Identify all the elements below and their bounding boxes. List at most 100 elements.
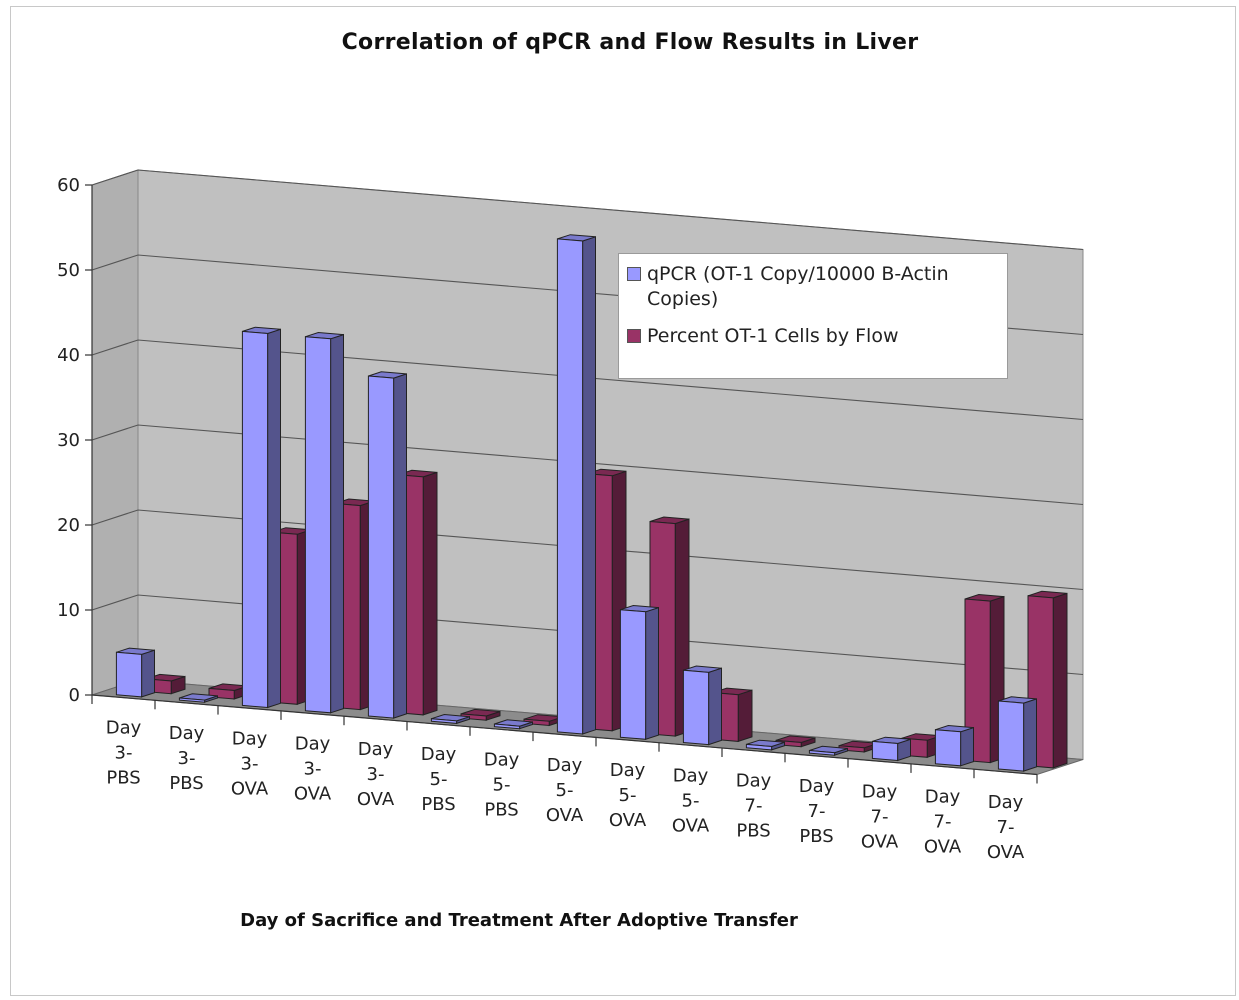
x-tick-label-line: PBS	[106, 768, 140, 789]
y-axis: 0 10 20 30 40 50 60	[57, 175, 93, 706]
bar-qpcr-front	[430, 718, 458, 724]
x-tick-label-line: 5-	[682, 790, 700, 811]
y-tick-label: 60	[57, 175, 80, 196]
x-tick-label-line: 7-	[997, 817, 1015, 838]
x-tick-label-line: OVA	[987, 842, 1025, 863]
x-tick-label-line: PBS	[736, 821, 770, 842]
x-tick-label-line: OVA	[231, 778, 269, 799]
x-tick-label-line: 3-	[178, 748, 196, 769]
y-tick-label: 30	[57, 430, 80, 451]
bar-flow	[460, 708, 501, 721]
x-tick-label-line: OVA	[924, 837, 962, 858]
y-tick-label: 10	[57, 600, 80, 621]
x-tick-label: Day 3- PBS	[106, 718, 142, 789]
bar-qpcr-side	[960, 726, 974, 767]
bar-qpcr	[493, 719, 533, 730]
x-tick-label: Day 5- OVA	[609, 760, 647, 831]
bar-qpcr	[304, 331, 344, 714]
x-axis-title: Day of Sacrifice and Treatment After Ado…	[240, 910, 798, 931]
bar-qpcr	[556, 234, 596, 735]
x-tick-label-line: Day	[169, 723, 205, 744]
bar-qpcr	[367, 371, 407, 719]
gridline	[91, 594, 1084, 676]
y-tick-label: 0	[69, 685, 80, 706]
bar-qpcr-front	[493, 723, 521, 730]
bar-qpcr-side	[1023, 698, 1037, 772]
bar-qpcr-front	[178, 697, 206, 703]
bar-qpcr	[745, 739, 785, 751]
x-tick-label-line: 7-	[871, 806, 889, 827]
gridline	[91, 424, 1084, 506]
bar-qpcr-front	[934, 729, 962, 767]
x-tick-label-line: 7-	[808, 801, 826, 822]
x-tick-label-line: 3-	[241, 753, 259, 774]
bar-qpcr	[997, 696, 1037, 772]
x-tick-label-line: Day	[736, 771, 772, 792]
x-tick-label: Day 3- OVA	[294, 734, 332, 805]
x-tick-label-line: 3-	[367, 764, 385, 785]
bar-qpcr-side	[141, 649, 155, 698]
x-tick-label-line: 5-	[619, 785, 637, 806]
x-tick-label: Day 3- OVA	[231, 728, 269, 799]
x-tick-label: Day 7- OVA	[861, 781, 899, 852]
x-tick-label-line: OVA	[294, 784, 332, 805]
x-tick-label-line: Day	[799, 776, 835, 797]
x-tick-label-line: Day	[295, 734, 331, 755]
x-tick-label-line: PBS	[169, 773, 203, 794]
x-tick-label-line: Day	[673, 765, 709, 786]
bar-flow-side	[422, 471, 438, 716]
bar-qpcr-side	[582, 236, 596, 735]
x-tick-label-line: Day	[862, 781, 898, 802]
x-tick-label-line: 5-	[493, 774, 511, 795]
x-tick-label-line: Day	[358, 739, 394, 760]
legend-item-qpcr: qPCR (OT-1 Copy/10000 B-Actin Copies)	[627, 262, 997, 312]
legend-label-qpcr: qPCR (OT-1 Copy/10000 B-Actin Copies)	[647, 263, 949, 310]
x-tick-label-line: Day	[610, 760, 646, 781]
bar-qpcr	[808, 745, 848, 756]
bar-qpcr-front	[997, 700, 1025, 772]
x-axis: Day 3- PBS Day 3- PBS Day 3- OVA Day 3- OVA Day 3- OVA…	[91, 694, 1038, 863]
legend-swatch-flow	[627, 329, 641, 343]
x-tick-label: Day 7- PBS	[736, 771, 772, 842]
x-tick-label-line: Day	[925, 787, 961, 808]
legend: qPCR (OT-1 Copy/10000 B-Actin Copies) Pe…	[618, 253, 1008, 379]
x-tick-label-line: Day	[421, 744, 457, 765]
bar-qpcr	[682, 665, 722, 746]
legend-swatch-qpcr	[627, 267, 641, 281]
gridline	[91, 509, 1084, 591]
bar-qpcr-front	[367, 375, 395, 719]
legend-label-flow: Percent OT-1 Cells by Flow	[647, 325, 899, 347]
bar-qpcr	[241, 326, 281, 709]
bar-qpcr	[178, 693, 218, 703]
x-tick-label-line: 3-	[304, 759, 322, 780]
x-tick-label: Day 7- OVA	[987, 792, 1025, 863]
x-tick-label: Day 3- PBS	[169, 723, 205, 794]
y-tick-label: 40	[57, 345, 80, 366]
gridline	[91, 169, 1084, 251]
bar-qpcr	[934, 724, 974, 767]
x-tick-label: Day 5- PBS	[484, 749, 520, 820]
x-tick-label-line: 5-	[556, 780, 574, 801]
bar-flow-front	[460, 713, 487, 721]
bar-qpcr	[115, 647, 155, 698]
bar-qpcr-front	[619, 609, 647, 740]
x-tick-label: Day 7- PBS	[799, 776, 835, 847]
x-tick-label-line: Day	[547, 755, 583, 776]
x-tick-label-line: OVA	[861, 831, 899, 852]
bar-qpcr-front	[871, 740, 899, 762]
bar-qpcr	[871, 736, 911, 762]
chart-title: Correlation of qPCR and Flow Results in …	[341, 30, 919, 55]
bar-flow-side	[1052, 592, 1068, 769]
bar-qpcr-side	[330, 333, 344, 714]
x-tick-label-line: 3-	[115, 743, 133, 764]
bar-qpcr-side	[267, 328, 281, 709]
bar-flow-side	[737, 689, 753, 743]
x-axis-line	[91, 694, 1038, 776]
x-tick-label-line: Day	[232, 728, 268, 749]
y-tick-label: 20	[57, 515, 80, 536]
x-tick-label-line: PBS	[484, 799, 518, 820]
bar-qpcr	[619, 604, 659, 740]
x-tick-label: Day 3- OVA	[357, 739, 395, 810]
bar-qpcr-front	[808, 749, 836, 756]
